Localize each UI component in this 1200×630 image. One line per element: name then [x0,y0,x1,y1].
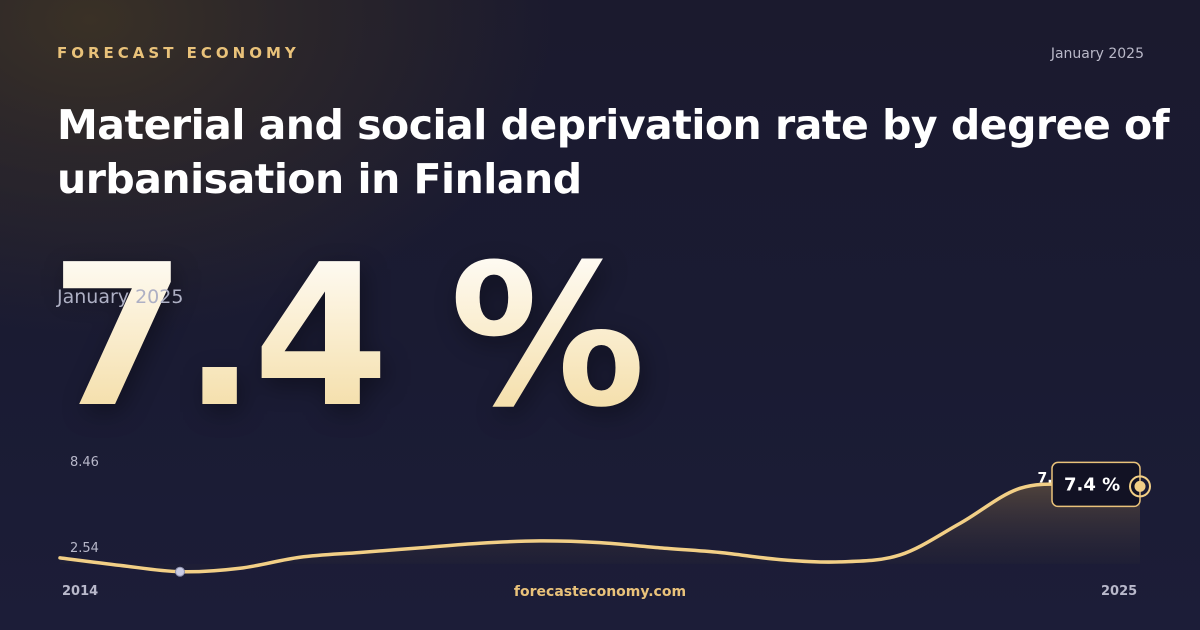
page-title: Material and social deprivation rate by … [57,101,1170,203]
x-end-label: 2025 [1101,584,1138,599]
last-value-label: 7.4 % [1064,474,1120,495]
website-link[interactable]: forecasteconomy.com [513,584,687,600]
min-point-marker [175,566,185,577]
y-max-label: 8.46 [70,455,99,470]
brand-name: FORECAST ECONOMY [57,44,300,62]
x-start-label: 2014 [62,584,99,599]
series-area [60,484,1140,572]
last-point-marker [1134,480,1146,492]
series-line [58,482,1142,574]
headline-value-shadow: 7.4 % [54,240,650,450]
headline-period: January 2025 [57,286,184,308]
date-label: January 2025 [1050,46,1144,62]
y-min-label: 2.54 [70,541,99,556]
headline-value: 7.4 % [50,223,646,451]
last-point-ring [1129,475,1151,498]
